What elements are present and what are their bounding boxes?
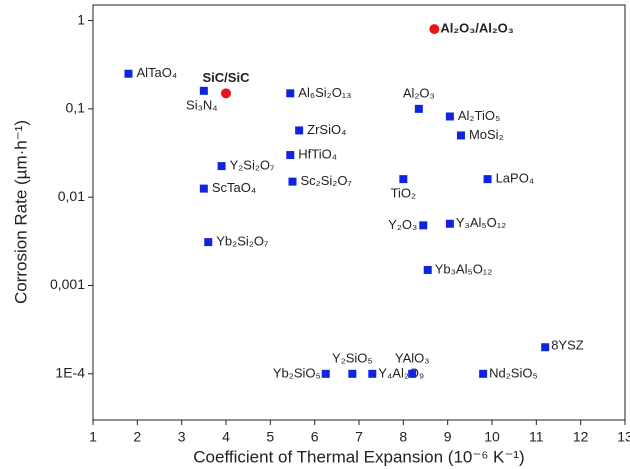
point-label: Yb₃Al₅O₁₂ [435, 261, 493, 276]
point [479, 369, 488, 378]
point-label: HfTiO₄ [298, 146, 337, 161]
point-label: Y₄Al₂O₉ [378, 365, 424, 380]
point [288, 177, 297, 186]
point-label: ZrSiO₄ [307, 122, 346, 137]
x-tick-label: 7 [355, 429, 363, 445]
point-label: Al₂O₃/Al₂O₃ [440, 21, 513, 36]
point-label: Al₆Si₂O₁₃ [298, 85, 351, 100]
x-tick-label: 13 [617, 429, 630, 445]
point-label: MoSi₂ [469, 127, 504, 142]
point [286, 151, 295, 160]
x-tick-label: 1 [89, 429, 97, 445]
point [204, 238, 213, 247]
point [408, 369, 417, 378]
y-tick-label: 0,001 [50, 276, 85, 292]
point [414, 104, 423, 113]
x-tick-label: 2 [133, 429, 141, 445]
point-label: ScTaO₄ [212, 180, 256, 195]
y-tick-label: 0,01 [58, 188, 85, 204]
point-label: Si₃N₄ [186, 97, 218, 112]
x-tick-label: 4 [222, 429, 230, 445]
x-tick-label: 11 [529, 429, 544, 445]
point-label: Al₂TiO₅ [458, 108, 500, 123]
point [483, 175, 492, 184]
point [217, 162, 226, 171]
point-label: 8YSZ [551, 338, 584, 353]
y-tick-label: 1E-4 [55, 365, 85, 381]
point [541, 343, 550, 352]
point [124, 69, 133, 78]
point [423, 265, 432, 274]
point [295, 126, 304, 135]
point-label: AlTaO₄ [136, 65, 177, 80]
point [456, 131, 465, 140]
point [221, 88, 231, 99]
point [445, 219, 454, 228]
point-label: Y₂Si₂O₇ [230, 158, 275, 173]
point [399, 175, 408, 184]
point-label: Y₃Al₅O₁₂ [456, 215, 506, 230]
x-tick-label: 8 [399, 429, 407, 445]
x-tick-label: 10 [484, 429, 500, 445]
point-label: Al₂O₃ [403, 85, 435, 100]
point [199, 86, 208, 95]
y-tick-label: 0,1 [66, 100, 86, 116]
y-tick-label: 1 [77, 11, 85, 27]
point [348, 369, 357, 378]
x-tick-label: 3 [178, 429, 186, 445]
x-axis-title: Coefficient of Thermal Expansion (10⁻⁶ K… [193, 447, 524, 466]
y-axis-title: Corrosion Rate (µm·h⁻¹) [11, 120, 30, 304]
point-label: SiC/SiC [203, 70, 251, 85]
x-tick-label: 9 [444, 429, 452, 445]
point [368, 369, 377, 378]
point [419, 221, 428, 230]
point-label: YAlO₃ [395, 350, 430, 365]
x-tick-label: 12 [573, 429, 589, 445]
point [321, 369, 330, 378]
point-label: TiO₂ [391, 186, 417, 201]
point-label: Sc₂Si₂O₇ [301, 173, 353, 188]
point-label: Y₂O₃ [388, 217, 417, 232]
point-label: Nd₂SiO₅ [489, 365, 538, 380]
point [429, 24, 440, 35]
point [286, 89, 295, 98]
point-label: Yb₂SiO₅ [273, 365, 321, 380]
point-label: Yb₂Si₂O₇ [216, 234, 269, 249]
x-tick-label: 5 [266, 429, 274, 445]
point-label: LaPO₄ [496, 171, 535, 186]
point [445, 112, 454, 121]
point [199, 184, 208, 193]
x-tick-label: 6 [311, 429, 319, 445]
point-label: Y₂SiO₅ [332, 350, 373, 365]
